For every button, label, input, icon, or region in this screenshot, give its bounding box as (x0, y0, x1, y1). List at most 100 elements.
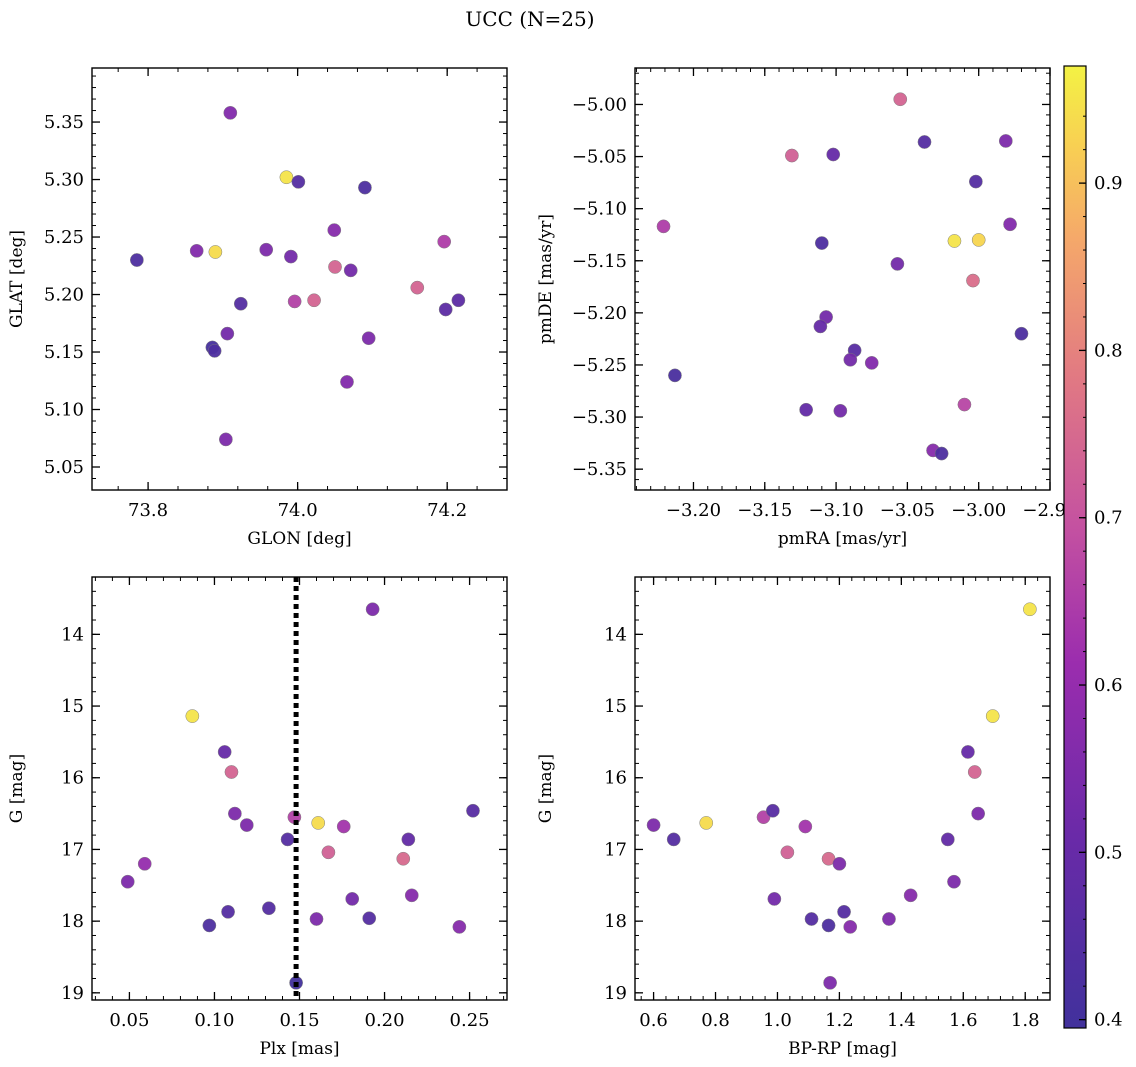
major-ticks (92, 68, 507, 490)
plot-frame (634, 67, 1051, 491)
data-point (343, 263, 358, 278)
data-point (120, 874, 135, 889)
data-point (940, 832, 955, 847)
data-point (284, 249, 298, 264)
data-point (813, 319, 828, 334)
y-axis-label: GLAT [deg] (7, 230, 27, 328)
colorbar-tick-label: 0.7 (1094, 508, 1123, 529)
plot-frame (634, 576, 1051, 1001)
data-point (1003, 217, 1017, 232)
data-point (668, 368, 682, 383)
data-point (221, 904, 235, 919)
data-point (137, 856, 152, 871)
data-point (358, 180, 372, 195)
data-point (262, 901, 276, 916)
data-point (799, 402, 813, 417)
plot-frame (91, 67, 508, 491)
data-point (767, 892, 782, 906)
x-tick-label: 1.2 (825, 1010, 854, 1031)
scatter-points (646, 602, 1037, 990)
colorbar-tick-label: 0.9 (1094, 173, 1123, 194)
data-point (220, 326, 235, 341)
data-point (396, 851, 411, 866)
x-axis-label: BP-RP [mag] (788, 1039, 897, 1059)
y-tick-label: 16 (61, 768, 84, 789)
data-point (362, 911, 377, 926)
plot-frame (91, 576, 508, 1001)
y-tick-label: −5.15 (572, 251, 627, 272)
data-point (437, 234, 452, 249)
panel-pmra-pmde: −3.20 −3.15 −3.10 −3.05 −3.00 −2.95−5.35−5.30… (536, 67, 1078, 549)
x-tick-label: 0.8 (701, 1010, 730, 1031)
data-point (217, 745, 232, 759)
data-point (291, 174, 306, 189)
data-point (780, 845, 795, 860)
x-tick-label: 0.05 (109, 1010, 149, 1031)
y-axis-label: G [mag] (7, 754, 27, 823)
y-tick-label: 15 (604, 696, 627, 717)
data-point (882, 912, 896, 926)
data-point (328, 260, 342, 274)
data-point (259, 242, 274, 257)
data-point (309, 912, 324, 926)
x-axis-label: GLON [deg] (247, 529, 351, 549)
data-point (985, 709, 1000, 723)
y-tick-label: −5.35 (572, 459, 627, 480)
data-point (826, 147, 841, 162)
y-tick-label: 19 (61, 983, 84, 1004)
data-point (864, 356, 879, 370)
colorbar-tick-label: 0.6 (1094, 675, 1123, 696)
data-point (327, 223, 342, 237)
major-ticks (635, 68, 1051, 490)
data-point (832, 856, 847, 871)
data-point (646, 818, 661, 832)
data-point (666, 832, 681, 847)
data-point (361, 331, 376, 346)
panel-plx-g: 0.05 0.10 0.15 0.20 0.25 14 15 16 17 18 19 Plx [mas… (7, 576, 508, 1059)
data-point (287, 294, 302, 309)
x-tick-label: 1.6 (949, 1010, 978, 1031)
data-point (890, 257, 905, 271)
minor-ticks (92, 68, 507, 490)
figure-title: UCC (N=25) (465, 7, 594, 31)
data-point (961, 745, 975, 759)
colorbar-gradient (1063, 65, 1087, 1029)
x-tick-label: −3.00 (951, 500, 1006, 521)
data-point (804, 912, 819, 926)
data-point (947, 874, 961, 889)
data-point (280, 832, 295, 847)
x-tick-label: −3.15 (737, 500, 792, 521)
data-point (1023, 602, 1037, 617)
data-point (223, 105, 238, 120)
y-tick-label: −5.10 (572, 199, 627, 220)
data-point (947, 234, 962, 248)
data-point (785, 148, 799, 163)
y-tick-label: 5.35 (44, 112, 84, 133)
data-point (365, 602, 380, 617)
y-tick-label: 5.30 (44, 170, 84, 191)
y-tick-label: −5.20 (572, 303, 627, 324)
colorbar-tick-label: 0.4 (1094, 1010, 1123, 1031)
data-point (239, 818, 254, 832)
x-tick-label: 0.15 (279, 1010, 319, 1031)
data-point (410, 280, 425, 295)
scatter-points (120, 577, 480, 1000)
y-tick-label: 18 (61, 911, 84, 932)
data-point (814, 236, 829, 250)
x-axis-label: Plx [mas] (259, 1039, 339, 1059)
y-tick-label: 19 (604, 983, 627, 1004)
x-tick-label: 1.8 (1011, 1010, 1040, 1031)
data-point (228, 806, 242, 821)
data-point (466, 803, 480, 818)
colorbar-tick-label: 0.8 (1094, 340, 1123, 361)
data-point (998, 134, 1013, 148)
data-point (967, 765, 982, 779)
data-point (833, 403, 848, 418)
colorbar: 0.4 0.5 0.6 0.7 0.8 0.9 (1063, 65, 1123, 1031)
panel-bprp-g: 0.6 0.8 1.0 1.2 1.4 1.6 1.8 14 15 16 17 18 19 BP-RP [… (536, 576, 1051, 1059)
data-point (699, 816, 714, 830)
y-tick-label: 14 (61, 624, 84, 645)
data-point (189, 243, 204, 258)
x-tick-label: 74.2 (427, 500, 467, 521)
